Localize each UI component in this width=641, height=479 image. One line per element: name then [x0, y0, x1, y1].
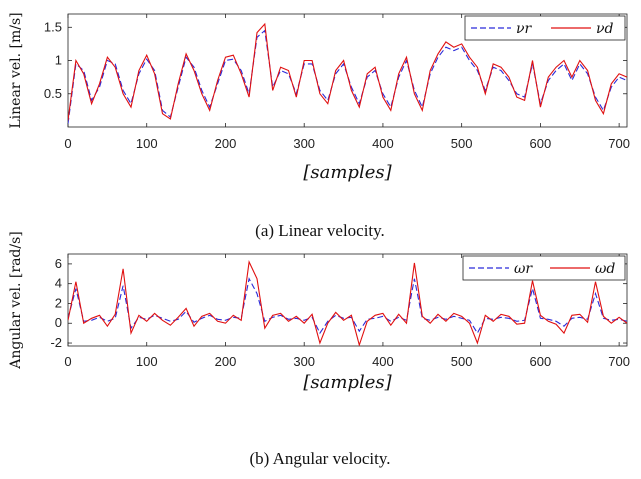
legend-label: ωr: [514, 261, 533, 277]
x-tick-label: 300: [293, 354, 315, 369]
x-axis-label: [samples]: [303, 372, 392, 393]
series-line-desired: [68, 22, 627, 121]
y-tick-label: 0.5: [44, 86, 62, 101]
x-tick-label: 400: [372, 354, 394, 369]
y-tick-label: -2: [50, 335, 62, 350]
y-axis-label: Linear vel. [m/s]: [8, 12, 24, 128]
x-tick-label: 100: [136, 354, 158, 369]
legend: ωr ωd: [462, 255, 626, 281]
legend-label: νd: [596, 21, 614, 37]
x-tick-label: 500: [451, 136, 473, 151]
y-tick-label: 6: [55, 256, 62, 271]
series-line-reference: [68, 29, 627, 124]
figure-caption: (b) Angular velocity.: [250, 449, 391, 468]
x-tick-label: 300: [293, 136, 315, 151]
series-line-desired: [68, 259, 627, 346]
x-tick-label: 700: [608, 354, 630, 369]
legend: νr νd: [464, 15, 626, 41]
plot-frame: [67, 13, 628, 128]
plot-frame: [67, 253, 628, 347]
x-tick-label: 200: [215, 136, 237, 151]
y-tick-label: 2: [55, 295, 62, 310]
y-tick-label: 1: [55, 53, 62, 68]
linear-velocity-panel: 0 100 200 300 400 500 600 700 0.5 1 1.5 νr νd Linear …: [8, 12, 630, 240]
legend-label: νr: [516, 21, 533, 37]
x-tick-label: 0: [64, 354, 71, 369]
x-tick-label: 500: [451, 354, 473, 369]
y-tick-label: 0: [55, 315, 62, 330]
x-tick-label: 100: [136, 136, 158, 151]
y-tick-label: 1.5: [44, 19, 62, 34]
x-tick-label: 700: [608, 136, 630, 151]
x-tick-label: 600: [530, 354, 552, 369]
y-tick-label: 4: [55, 276, 62, 291]
series-line-reference: [68, 277, 627, 335]
x-tick-label: 200: [215, 354, 237, 369]
x-axis-label: [samples]: [303, 162, 392, 183]
x-tick-label: 600: [530, 136, 552, 151]
legend-label: ωd: [595, 261, 615, 277]
x-tick-label: 400: [372, 136, 394, 151]
x-tick-label: 0: [64, 136, 71, 151]
figure-caption: (a) Linear velocity.: [255, 221, 385, 240]
y-axis-label: Angular vel. [rad/s]: [8, 231, 24, 369]
